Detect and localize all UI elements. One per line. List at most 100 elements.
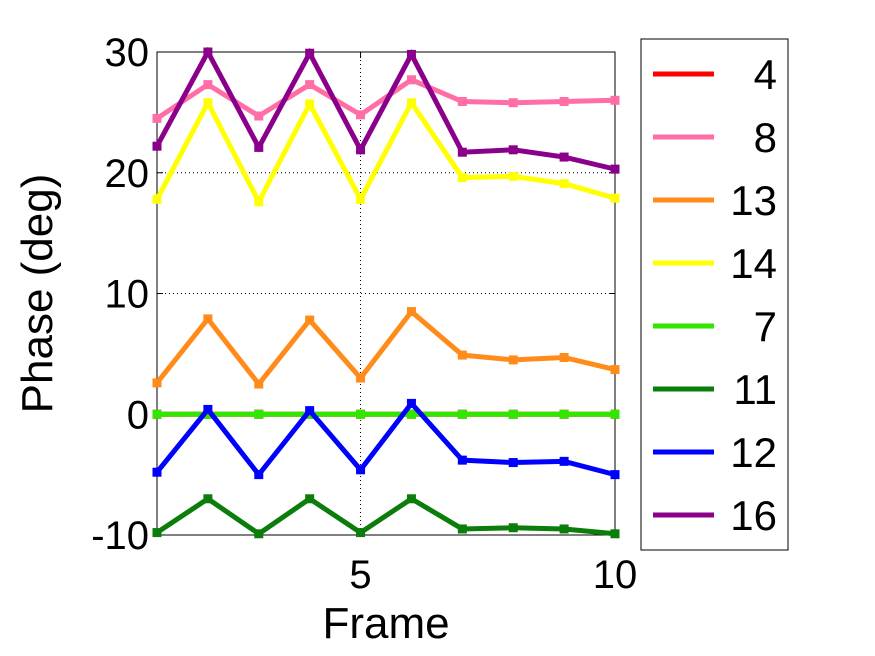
data-point <box>457 147 467 157</box>
data-point <box>559 456 569 466</box>
series-11 <box>152 494 620 539</box>
legend-item-4: 4 <box>653 51 777 98</box>
data-point <box>254 379 264 389</box>
data-point <box>559 409 569 419</box>
data-point <box>254 197 264 207</box>
data-point <box>152 528 162 538</box>
data-point <box>254 409 264 419</box>
legend-item-13: 13 <box>653 177 777 224</box>
y-tick-label: 10 <box>105 273 150 317</box>
data-point <box>508 171 518 181</box>
data-point <box>610 529 620 539</box>
data-point <box>406 49 416 59</box>
data-point <box>508 145 518 155</box>
data-point <box>305 494 315 504</box>
data-point <box>610 193 620 203</box>
data-point <box>356 373 366 383</box>
data-point <box>610 365 620 375</box>
data-point <box>508 458 518 468</box>
data-point <box>457 455 467 465</box>
data-point <box>356 409 366 419</box>
series-13 <box>152 307 620 389</box>
data-point <box>356 110 366 120</box>
data-point <box>356 145 366 155</box>
data-point <box>457 524 467 534</box>
data-point <box>152 194 162 204</box>
data-point <box>305 315 315 325</box>
y-tick-label: 20 <box>105 152 150 196</box>
data-point <box>203 98 213 108</box>
x-tick-label: 10 <box>593 553 638 597</box>
legend-label: 16 <box>730 492 777 539</box>
data-point <box>356 194 366 204</box>
data-point <box>559 97 569 107</box>
data-point <box>610 470 620 480</box>
y-tick-label: -10 <box>91 514 149 558</box>
data-point <box>559 179 569 189</box>
legend-label: 14 <box>730 240 777 287</box>
legend-item-7: 7 <box>653 303 777 350</box>
data-point <box>254 111 264 121</box>
legend-item-8: 8 <box>653 114 777 161</box>
legend-label: 12 <box>730 429 777 476</box>
y-tick-label: 0 <box>127 393 149 437</box>
legend-item-11: 11 <box>653 366 777 413</box>
data-point <box>508 355 518 365</box>
data-point <box>254 470 264 480</box>
series-14 <box>152 97 620 208</box>
legend-box <box>640 38 789 551</box>
legend-label: 7 <box>754 303 777 350</box>
data-point <box>457 350 467 360</box>
data-point <box>406 409 416 419</box>
data-point <box>508 523 518 533</box>
y-axis-label: Phase (deg) <box>13 174 62 414</box>
data-point <box>254 142 264 152</box>
series-16 <box>152 46 620 174</box>
data-point <box>305 80 315 90</box>
data-point <box>508 98 518 108</box>
data-point <box>406 75 416 85</box>
x-axis-label: Frame <box>322 599 449 648</box>
data-point <box>457 173 467 183</box>
legend-label: 13 <box>730 177 777 224</box>
data-point <box>152 467 162 477</box>
data-point <box>457 409 467 419</box>
data-point <box>610 409 620 419</box>
axis-ticks: -10 0 10 20 30 5 10 <box>91 31 637 597</box>
data-point <box>203 80 213 90</box>
data-point <box>203 409 213 419</box>
data-point <box>406 494 416 504</box>
data-point <box>305 406 315 416</box>
data-point <box>203 314 213 324</box>
data-point <box>203 494 213 504</box>
data-point <box>152 141 162 151</box>
data-point <box>457 97 467 107</box>
legend-label: 8 <box>754 114 777 161</box>
data-point <box>559 152 569 162</box>
series-line-16 <box>154 46 616 172</box>
data-point <box>203 404 213 414</box>
data-point <box>610 164 620 174</box>
data-point <box>152 378 162 388</box>
x-tick-label: 5 <box>349 553 371 597</box>
data-point <box>356 465 366 475</box>
series-line-14 <box>154 97 616 208</box>
legend-label: 4 <box>754 51 777 98</box>
series-12 <box>152 398 620 480</box>
series-group <box>152 46 620 539</box>
data-point <box>152 409 162 419</box>
data-point <box>610 95 620 105</box>
data-point <box>254 529 264 539</box>
data-point <box>152 113 162 123</box>
legend: 4 8 13 14 7 11 12 16 <box>640 38 789 551</box>
y-tick-label: 30 <box>105 31 150 75</box>
legend-item-12: 12 <box>653 429 777 476</box>
series-line-11 <box>155 495 616 537</box>
legend-item-14: 14 <box>653 240 777 287</box>
data-point <box>305 48 315 58</box>
series-line-13 <box>155 307 616 389</box>
data-point <box>356 528 366 538</box>
data-point <box>406 307 416 317</box>
data-point <box>203 47 213 57</box>
